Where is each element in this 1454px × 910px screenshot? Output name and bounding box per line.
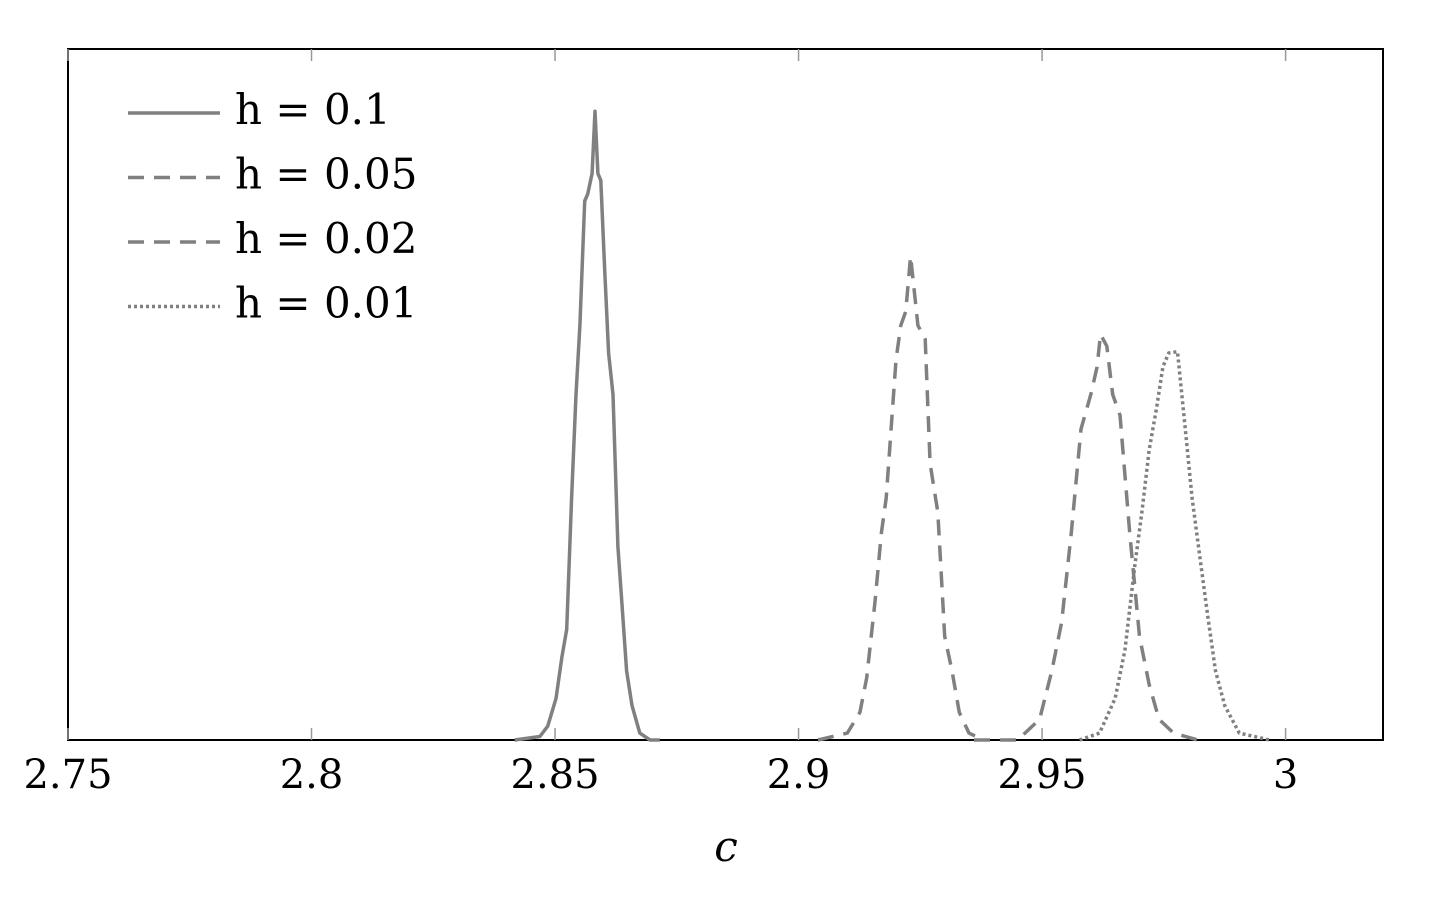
legend-label: h = 0.02 [235, 214, 417, 263]
x-tick-label: 2.95 [998, 752, 1087, 798]
x-tick-label: 2.75 [23, 752, 112, 798]
series-line [817, 254, 985, 742]
series-line [973, 332, 1199, 742]
series-line [1079, 349, 1270, 742]
series-line [514, 109, 660, 742]
x-tick-label: 2.9 [767, 752, 831, 798]
x-tick-label: 2.85 [511, 752, 600, 798]
x-axis-label: c [714, 822, 738, 871]
legend-label: h = 0.05 [235, 150, 417, 199]
legend-label: h = 0.01 [235, 279, 417, 328]
x-tick-label: 2.8 [280, 752, 344, 798]
x-tick-label: 3 [1273, 752, 1298, 798]
plot-frame [67, 48, 1384, 741]
legend-label: h = 0.1 [235, 85, 391, 134]
